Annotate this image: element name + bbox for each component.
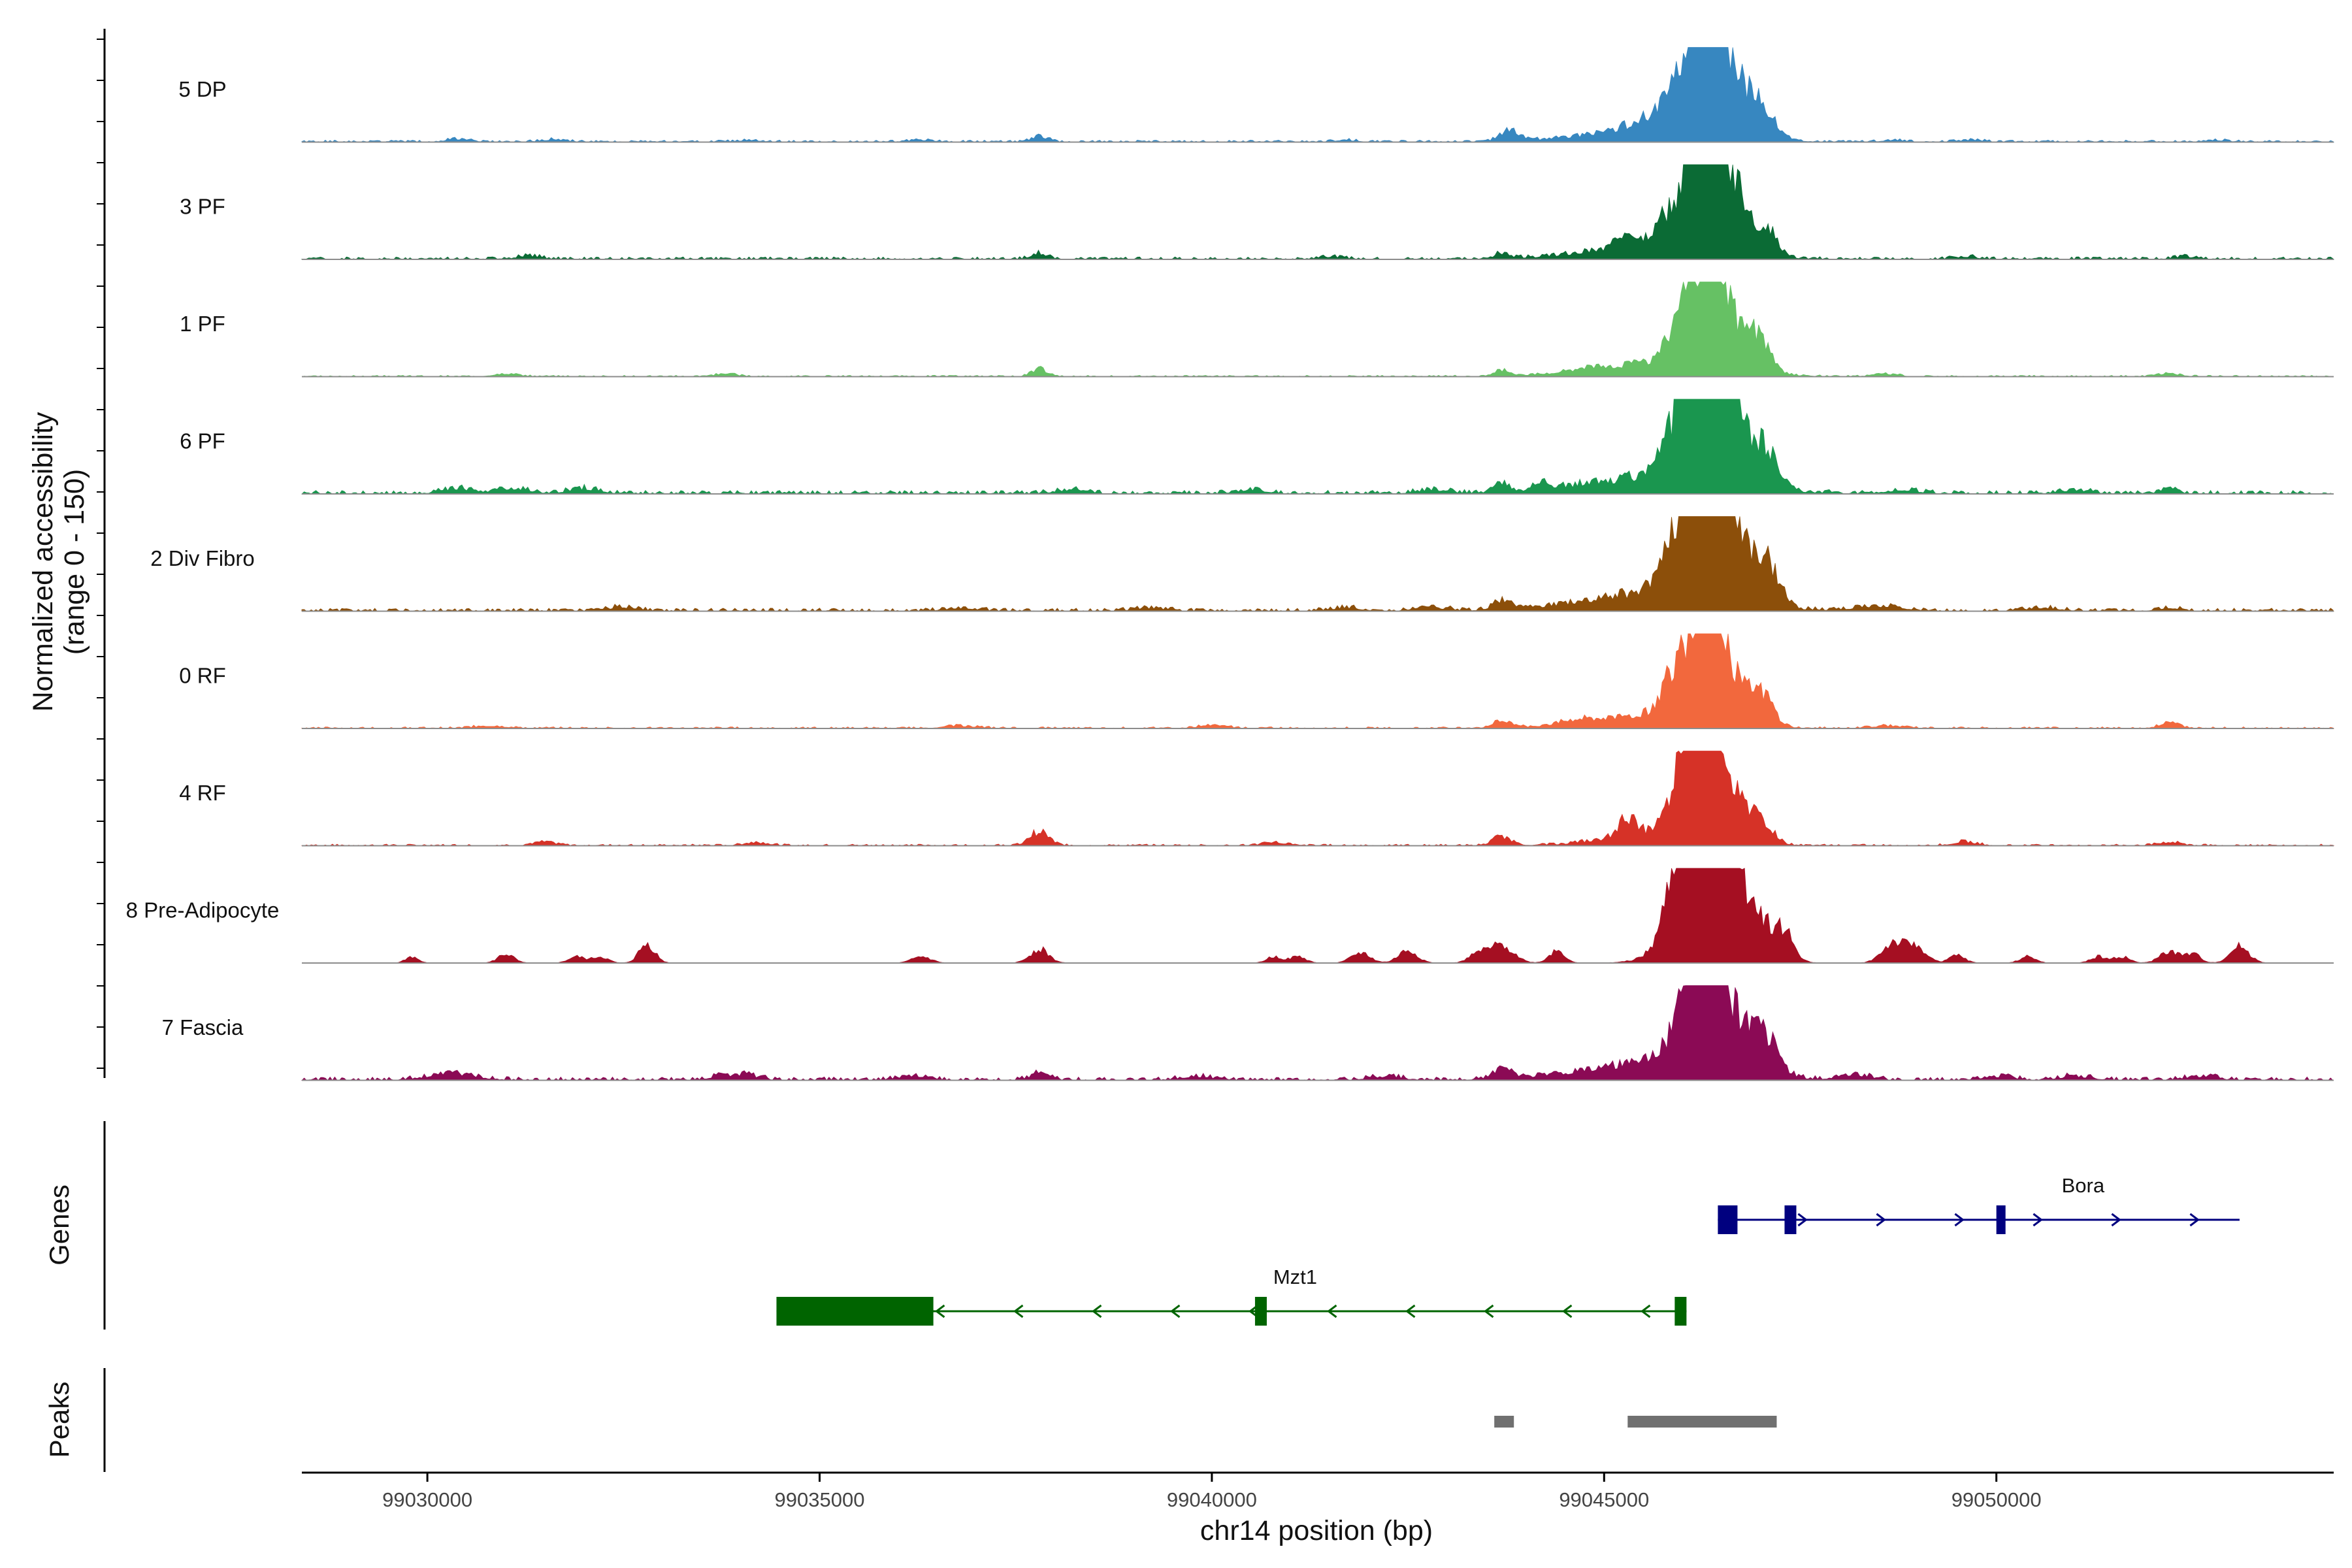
peaks-panel: Peaks bbox=[44, 1368, 1777, 1472]
track-label: 0 RF bbox=[179, 664, 226, 688]
gene-exon bbox=[1674, 1297, 1687, 1326]
coverage-track: 1 PF bbox=[180, 281, 2334, 378]
strand-arrow bbox=[1169, 1304, 1181, 1318]
coverage-track: 0 RF bbox=[179, 633, 2335, 729]
x-axis-ticks: 99030000 99035000 99040000 99045000 99050000 bbox=[382, 1473, 2042, 1511]
strand-arrow bbox=[2033, 1213, 2043, 1227]
peak-region bbox=[1627, 1416, 1777, 1428]
peak-region bbox=[1494, 1416, 1514, 1428]
y-axis: Normalized accessibility (range 0 - 150) bbox=[27, 29, 106, 1078]
track-label: 2 Div Fibro bbox=[150, 546, 255, 570]
coverage-area bbox=[301, 399, 2334, 495]
coverage-area bbox=[301, 281, 2334, 377]
y-axis-title-line1: Normalized accessibility bbox=[27, 412, 59, 711]
coverage-track: 6 PF bbox=[180, 399, 2334, 495]
coverage-track: 8 Pre-Adipocyte bbox=[126, 868, 2334, 964]
y-axis-minor-ticks bbox=[97, 39, 105, 1069]
strand-arrow bbox=[1876, 1213, 1886, 1227]
peaks-panel-title: Peaks bbox=[44, 1382, 74, 1458]
strand-arrow bbox=[1013, 1304, 1024, 1318]
strand-arrow bbox=[1483, 1304, 1494, 1318]
track-label: 4 RF bbox=[179, 781, 226, 805]
coverage-tracks: 5 DP 3 PF 1 PF 6 PF 2 Div Fibro 0 RF 4 RF 8 Pre… bbox=[126, 47, 2335, 1081]
strand-arrow bbox=[2189, 1213, 2200, 1227]
genes-panel: Genes Bora Mzt1 bbox=[44, 1121, 2240, 1330]
coverage-area bbox=[302, 868, 2334, 964]
gene-models: Bora Mzt1 bbox=[776, 1174, 2240, 1326]
x-axis-tick-label: 99030000 bbox=[382, 1488, 472, 1511]
coverage-track: 3 PF bbox=[180, 164, 2334, 260]
coverage-area bbox=[301, 516, 2334, 612]
genes-panel-title: Genes bbox=[44, 1184, 74, 1266]
gene-name-label: Bora bbox=[2062, 1174, 2105, 1197]
coverage-area bbox=[301, 750, 2335, 846]
strand-arrow bbox=[934, 1304, 945, 1318]
strand-arrow bbox=[2111, 1213, 2121, 1227]
coverage-track: 5 DP bbox=[178, 47, 2335, 143]
x-axis: 99030000 99035000 99040000 99045000 99050000… bbox=[302, 1471, 2334, 1546]
coverage-area bbox=[301, 164, 2334, 260]
track-label: 1 PF bbox=[180, 312, 225, 336]
gene-model: Mzt1 bbox=[776, 1266, 1687, 1326]
gene-model: Bora bbox=[1718, 1174, 2240, 1234]
y-axis-title-line2: (range 0 - 150) bbox=[59, 469, 90, 655]
gene-exon bbox=[1996, 1205, 2006, 1234]
gene-name-label: Mzt1 bbox=[1273, 1266, 1317, 1288]
coverage-area bbox=[301, 633, 2335, 729]
strand-arrow bbox=[1091, 1304, 1102, 1318]
gene-exon bbox=[1784, 1205, 1797, 1234]
track-label: 8 Pre-Adipocyte bbox=[126, 898, 280, 923]
x-axis-tick-label: 99045000 bbox=[1559, 1488, 1649, 1511]
track-label: 7 Fascia bbox=[162, 1015, 244, 1039]
x-axis-tick-label: 99040000 bbox=[1167, 1488, 1257, 1511]
track-label: 5 DP bbox=[178, 77, 226, 101]
strand-arrow bbox=[1405, 1304, 1416, 1318]
x-axis-tick-label: 99035000 bbox=[775, 1488, 865, 1511]
strand-arrow bbox=[1954, 1213, 1965, 1227]
coverage-area bbox=[301, 985, 2334, 1081]
coverage-area bbox=[301, 47, 2335, 142]
coverage-track: 7 Fascia bbox=[162, 985, 2334, 1081]
gene-exon bbox=[1254, 1297, 1267, 1326]
strand-arrow bbox=[1326, 1304, 1337, 1318]
strand-arrow bbox=[1640, 1304, 1651, 1318]
track-label: 3 PF bbox=[180, 195, 225, 219]
x-axis-title: chr14 position (bp) bbox=[1200, 1515, 1433, 1546]
strand-arrow bbox=[1561, 1304, 1573, 1318]
strand-arrow bbox=[1797, 1213, 1808, 1227]
coverage-track: 4 RF bbox=[179, 750, 2335, 847]
x-axis-tick-label: 99050000 bbox=[1952, 1488, 2042, 1511]
track-label: 6 PF bbox=[180, 429, 225, 453]
peak-regions bbox=[1494, 1416, 1777, 1428]
coverage-track: 2 Div Fibro bbox=[150, 516, 2334, 612]
gene-exon bbox=[776, 1297, 934, 1326]
gene-exon bbox=[1718, 1205, 1738, 1234]
